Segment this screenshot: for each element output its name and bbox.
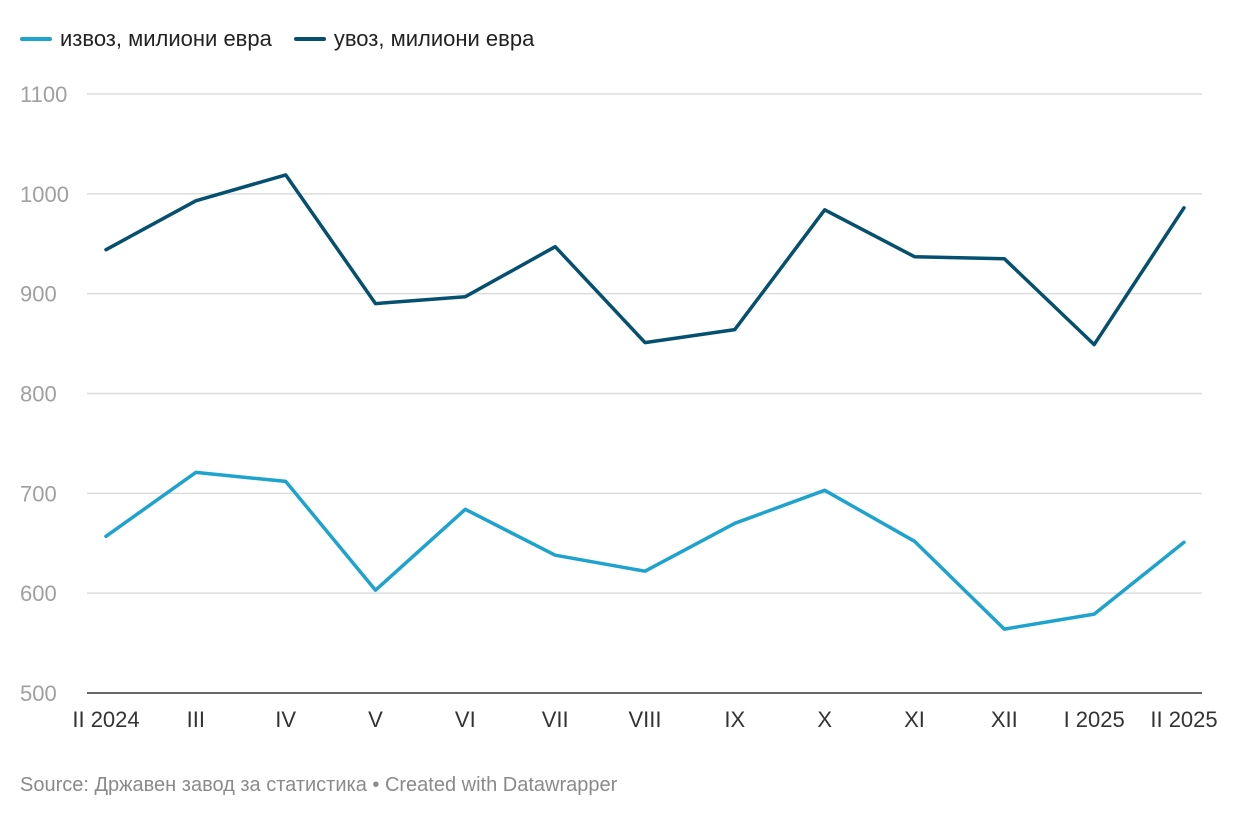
y-tick-label-700: 700: [20, 481, 57, 506]
y-tick-label-1100: 1100: [20, 82, 67, 107]
source-footer: Source: Државен завод за статистика • Cr…: [20, 774, 618, 796]
legend-swatch-export: [20, 37, 52, 41]
x-tick-label-2: IV: [275, 707, 296, 732]
legend-swatch-import: [293, 37, 326, 41]
legend-label-export: извоз, милиони евра: [60, 26, 272, 51]
x-tick-label-0: II 2024: [72, 707, 139, 732]
series-line-1: [104, 173, 1186, 347]
x-tick-label-4: VI: [455, 707, 476, 732]
y-tick-label-1000: 1000: [20, 182, 69, 207]
x-tick-label-7: IX: [724, 707, 745, 732]
series-line-0: [104, 470, 1186, 631]
y-tick-label-500: 500: [20, 681, 57, 706]
x-tick-label-3: V: [368, 707, 383, 732]
legend-item-import: увоз, милиони евра: [293, 26, 535, 52]
y-tick-label-800: 800: [20, 382, 57, 407]
x-tick-label-11: I 2025: [1064, 707, 1125, 732]
x-tick-label-10: XII: [991, 707, 1018, 732]
line-chart: 500 600 700 800 900 1000 1100 II 2024 III IV V VI VI…: [20, 82, 1218, 732]
chart-legend: извоз, милиони евра увоз, милиони евра: [20, 26, 534, 52]
x-tick-label-8: X: [817, 707, 832, 732]
legend-item-export: извоз, милиони евра: [20, 26, 272, 52]
y-tick-label-600: 600: [20, 581, 57, 606]
x-tick-label-1: III: [187, 707, 205, 732]
x-tick-label-5: VII: [542, 707, 569, 732]
x-tick-label-9: XI: [904, 707, 925, 732]
x-tick-label-12: II 2025: [1150, 707, 1217, 732]
x-tick-label-6: VIII: [628, 707, 661, 732]
legend-label-import: увоз, милиони евра: [333, 26, 535, 51]
y-tick-label-900: 900: [20, 282, 57, 307]
